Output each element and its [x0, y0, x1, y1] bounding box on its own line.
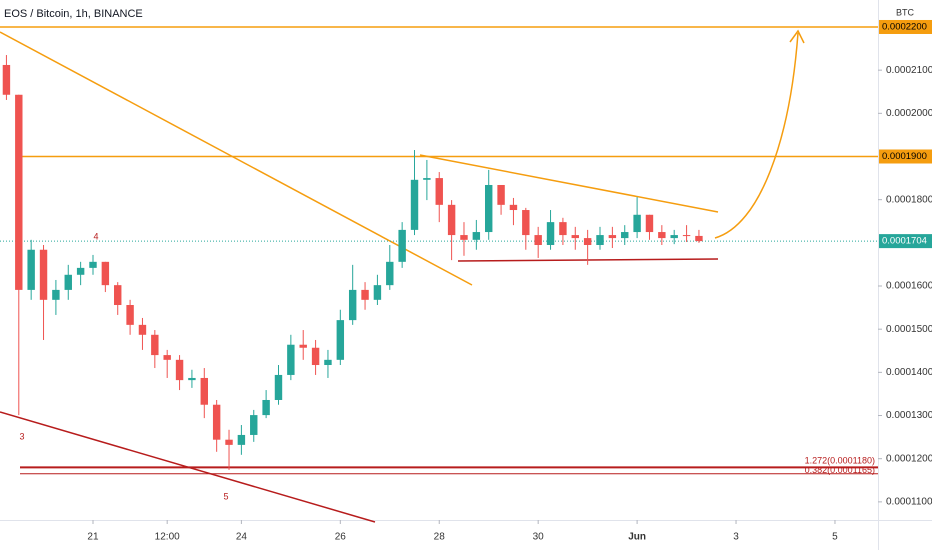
candle-body [27, 249, 35, 290]
y-tick-label: 0.0001500 [886, 324, 932, 335]
candle-body [64, 274, 72, 290]
y-tick-label: 0.0001400 [886, 367, 932, 378]
wave-label: 4 [93, 231, 98, 241]
candle-body [262, 399, 270, 416]
candle-body [114, 285, 122, 306]
candle-body [151, 334, 159, 356]
candle-body [15, 94, 23, 290]
y-tick-label: 0.0001800 [886, 194, 932, 205]
y-tick-label: 0.0001100 [886, 497, 932, 508]
last-price-box [879, 234, 932, 249]
candle-body [447, 204, 456, 236]
candle-body [39, 249, 48, 300]
candle-body [126, 305, 134, 325]
candle-body [695, 235, 703, 242]
candle-body [645, 214, 654, 233]
candle-body [299, 344, 307, 348]
level-label-box [879, 149, 932, 164]
arrow-head [789, 29, 805, 44]
fib-label: 1.272(0.0001180) [805, 456, 875, 466]
x-tick-label: 21 [87, 532, 99, 543]
x-tick-label: 30 [533, 532, 545, 543]
candle-body [423, 178, 431, 180]
candle-body [101, 261, 110, 286]
wave-label: 5 [223, 491, 228, 501]
y-tick-label: 0.0001200 [886, 453, 932, 464]
y-tick-label: 0.0001600 [886, 281, 932, 292]
drawings [0, 26, 878, 523]
x-tick-label: 24 [236, 532, 248, 543]
level-label-box [879, 19, 932, 34]
x-tick-label: 3 [733, 532, 739, 543]
candle-body [608, 235, 617, 239]
candle-body [472, 232, 481, 240]
candle-body [237, 434, 246, 445]
candle-body [497, 184, 505, 205]
candle-body [89, 261, 97, 268]
y-tick-label: 0.0002000 [886, 108, 932, 119]
candle-body [311, 347, 320, 366]
candle-body [138, 324, 147, 335]
level-label: 0.0001900 [882, 151, 927, 162]
candle-body [621, 232, 629, 239]
y-tick-label: 0.0002100 [886, 65, 932, 76]
candle-body [571, 235, 579, 239]
last-price-label: 0.0001704 [882, 236, 927, 247]
trend-line [0, 31, 473, 286]
candle-body [658, 232, 666, 239]
candle-body [250, 415, 258, 435]
candle-body [348, 289, 357, 321]
candle-body [596, 235, 604, 245]
candle-body [670, 235, 678, 239]
candle-body [509, 204, 518, 211]
x-tick-label: 26 [335, 532, 347, 543]
candle-body [460, 235, 468, 240]
x-tick-label: 12:00 [155, 532, 180, 543]
currency-label: BTC [896, 7, 915, 17]
x-tick-label: 28 [434, 532, 446, 543]
candle-body [410, 179, 419, 230]
y-tick-label: 0.0001300 [886, 410, 932, 421]
candle-body [682, 235, 691, 237]
candle-body [534, 235, 542, 245]
candle-body [361, 289, 369, 300]
wave-label: 3 [19, 431, 24, 441]
candle-body [274, 374, 283, 400]
chart-title: EOS / Bitcoin, 1h, BINANCE [4, 8, 143, 20]
trend-line [419, 154, 719, 213]
candle-body [52, 289, 60, 300]
candle-body [175, 359, 184, 381]
x-tick-label: 5 [832, 532, 838, 543]
candle-body [76, 267, 85, 275]
candle-body [188, 377, 196, 381]
level-label: 0.0002200 [882, 21, 927, 32]
candle-body [2, 64, 11, 95]
candle-body [225, 439, 233, 445]
candle-body [633, 214, 641, 233]
candle-body [373, 285, 382, 300]
candle-body [485, 184, 493, 233]
candle-body [200, 377, 208, 405]
candle-body [386, 261, 394, 286]
candle-body [546, 222, 555, 245]
candle-body [287, 344, 295, 375]
candle-body [583, 238, 592, 245]
candle-body [336, 320, 345, 360]
x-tick-label: Jun [628, 532, 646, 543]
candle-body [559, 222, 567, 236]
fib-label: 0.382(0.0001165) [805, 465, 875, 475]
candle-body [398, 229, 406, 262]
candle-body [324, 359, 332, 366]
candle-body [522, 210, 530, 236]
candle-body [435, 178, 443, 205]
projection-arrow [714, 32, 799, 239]
candle-body [163, 355, 171, 360]
candle-body [212, 404, 221, 440]
